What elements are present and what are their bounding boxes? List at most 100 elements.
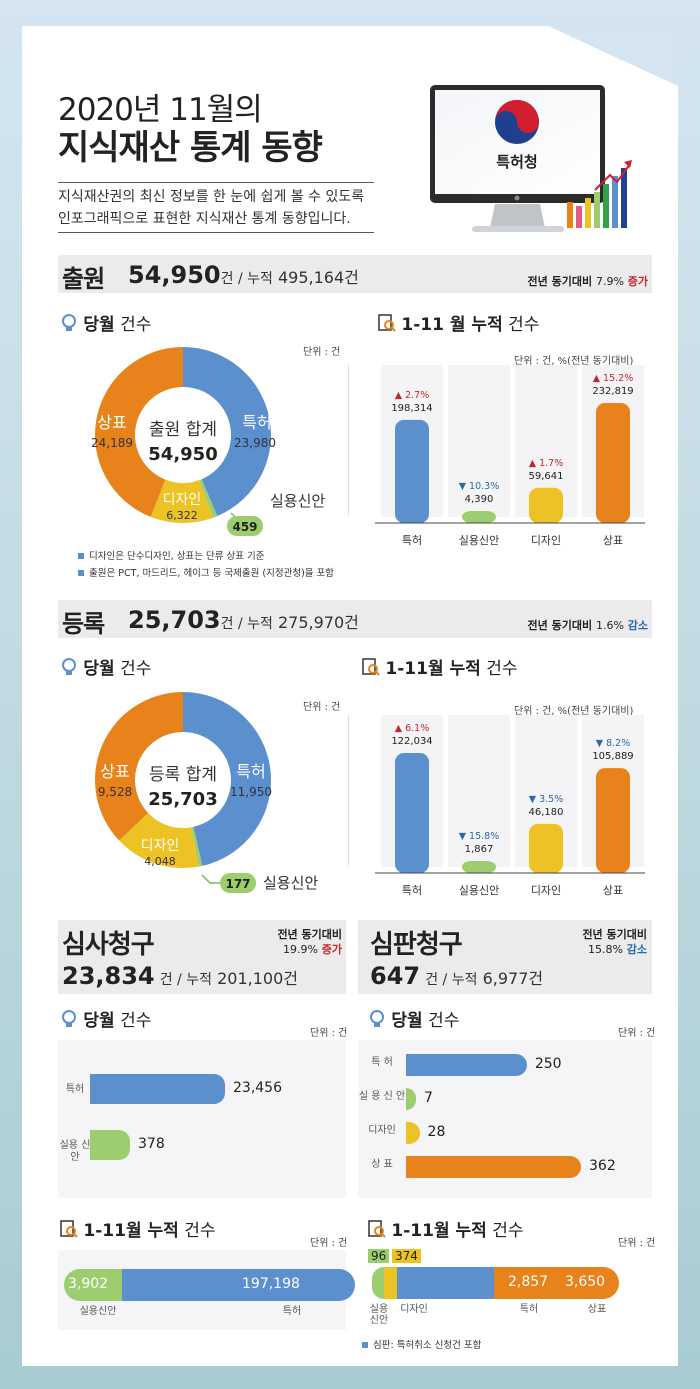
- registration-month-unit: 단위 : 건: [303, 702, 341, 713]
- stacked-value-label: 3,902: [68, 1276, 109, 1292]
- bar-상표: [596, 768, 630, 873]
- bar-특허: [395, 419, 429, 523]
- bar-디자인: [529, 487, 563, 523]
- exam-yoy: 전년 동기대비 19.9% 증가: [277, 928, 342, 956]
- trial-cum-heading: 1-11월 누적 건수: [368, 1216, 523, 1241]
- divider: [58, 182, 374, 183]
- bar-value-label: 4,390: [465, 494, 494, 505]
- exam-month-heading: 당월 건수: [60, 1006, 151, 1031]
- donut-slice-trademark: [95, 692, 183, 841]
- hbar-category-label: 특허: [65, 1084, 85, 1095]
- bar-value-label: 59,641: [529, 471, 564, 482]
- bar-value-label: 198,314: [391, 403, 432, 414]
- donut-slice-patent: [183, 347, 271, 517]
- utility-value-pill: [220, 873, 256, 893]
- bar-category-label: 디자인: [531, 884, 561, 897]
- bar-value-label: 46,180: [529, 807, 564, 818]
- bar-category-label: 실용신안: [459, 534, 499, 547]
- stacked-value-label: 96: [368, 1249, 390, 1263]
- bar-change-label: ▼ 15.8%: [459, 831, 500, 842]
- bar-change-label: ▼ 8.2%: [596, 738, 630, 749]
- divider: [348, 715, 349, 865]
- donut-slice-utility: [199, 479, 218, 518]
- stacked-category-label: 특허: [519, 1304, 539, 1315]
- filing-month-heading: 당월 건수: [60, 310, 151, 335]
- donut-slice-utility: [191, 826, 203, 867]
- hbar: [406, 1088, 416, 1110]
- slice-value: 6,322: [166, 509, 198, 522]
- slice-value: 9,528: [98, 785, 132, 799]
- registration-count: 25,703: [128, 606, 221, 634]
- slice-label: 상표: [97, 413, 126, 432]
- hbar: [406, 1054, 527, 1076]
- hbar-value-label: 362: [589, 1158, 616, 1174]
- filing-note-1: 디자인은 단수디자인, 상표는 단류 상표 기준: [78, 548, 264, 562]
- divider: [58, 232, 374, 233]
- donut-center-value: 25,703: [148, 789, 217, 810]
- registration-month-heading: 당월 건수: [60, 654, 151, 679]
- slice-label: 실용신안: [270, 492, 325, 510]
- slice-label: 특허: [242, 413, 271, 432]
- slice-label: 디자인: [163, 492, 202, 508]
- stacked-value-label: 3,650: [565, 1274, 606, 1290]
- bar-실용신안: [462, 511, 496, 523]
- registration-yoy: 전년 동기대비 1.6% 감소: [527, 619, 648, 632]
- stacked-segment: [122, 1269, 356, 1301]
- filing-donut-chart: 출원 합계 54,950 특허 23,980 상표 24,189 디자인 6,3…: [91, 347, 325, 536]
- filing-cum-heading: 1-11 월 누적 건수: [378, 310, 539, 335]
- filing-month-unit: 단위 : 건: [303, 347, 341, 358]
- slice-value: 4,048: [144, 855, 176, 868]
- lightbulb-icon: [62, 1010, 76, 1027]
- hbar-value-label: 7: [424, 1090, 433, 1106]
- filing-count: 54,950: [128, 261, 221, 289]
- hbar: [406, 1156, 581, 1178]
- bar-column-bg: [448, 365, 510, 517]
- registration-cumulative: 275,970건: [278, 613, 359, 632]
- magnifier-document-icon: [378, 314, 396, 332]
- stacked-value-label: 2,857: [508, 1274, 549, 1290]
- hbar-value-label: 378: [138, 1136, 165, 1152]
- lightbulb-icon: [62, 314, 76, 331]
- hbar-category-label: 디자인: [368, 1125, 396, 1136]
- registration-donut-chart: 등록 합계 25,703 특허 11,950 상표 9,528 디자인 4,04…: [95, 692, 318, 893]
- magnifier-document-icon: [362, 658, 380, 676]
- filing-summary: 54,950건 / 누적 495,164건: [128, 261, 359, 289]
- stacked-category-label: 특허: [282, 1306, 302, 1317]
- exam-title: 심사청구: [62, 930, 155, 960]
- slice-value: 177: [225, 877, 250, 891]
- donut-center-label: 등록 합계: [149, 765, 217, 785]
- bar-디자인: [529, 823, 563, 873]
- bar-value-label: 1,867: [465, 844, 494, 855]
- trial-count: 647: [370, 962, 421, 990]
- intro-line-1: 지식재산권의 최신 정보를 한 눈에 쉽게 볼 수 있도록: [58, 189, 365, 205]
- stacked-segment: [494, 1267, 619, 1299]
- trial-cum-stacked-bar: 96 374 2,857 3,650 실용 신안 디자인 특허 상표: [358, 1248, 652, 1328]
- hbar-category-label: 특 허: [371, 1057, 393, 1068]
- registration-band: [58, 600, 652, 638]
- slice-value: 23,980: [234, 436, 276, 450]
- stacked-category-label: 상표: [587, 1304, 607, 1315]
- stacked-segment: [372, 1267, 384, 1299]
- stacked-category-label: 실용신안: [79, 1306, 117, 1317]
- hbar-value-label: 28: [427, 1124, 446, 1140]
- bar-change-label: ▼ 3.5%: [529, 794, 563, 805]
- donut-slice-trademark: [94, 347, 183, 517]
- filing-cum-unit: 단위 : 건, %(전년 동기대비): [514, 356, 634, 367]
- stacked-segment: [396, 1267, 495, 1299]
- bar-change-label: ▼ 10.3%: [459, 481, 500, 492]
- stacked-category-label: 디자인: [400, 1304, 428, 1315]
- stacked-value-label: 197,198: [242, 1276, 300, 1292]
- slice-value: 459: [232, 520, 257, 534]
- filing-yoy: 전년 동기대비 7.9% 증가: [527, 275, 648, 288]
- registration-cum-bar-chart: ▲ 6.1% 122,034 특허 ▼ 15.8% 1,867 실용신안 ▼ 3.5% 46,…: [375, 715, 645, 897]
- bar-change-label: ▲ 1.7%: [529, 458, 563, 469]
- bar-실용신안: [462, 861, 496, 873]
- bar-category-label: 디자인: [531, 534, 561, 547]
- donut-center-value: 54,950: [148, 444, 217, 465]
- page-title: 지식재산 통계 동향: [58, 128, 323, 168]
- donut-slice-design: [119, 813, 199, 868]
- stacked-category-label: 실용 신안: [369, 1304, 389, 1326]
- folded-corner: [548, 26, 678, 86]
- exam-cum-heading: 1-11월 누적 건수: [60, 1216, 215, 1241]
- hbar-value-label: 23,456: [233, 1080, 282, 1096]
